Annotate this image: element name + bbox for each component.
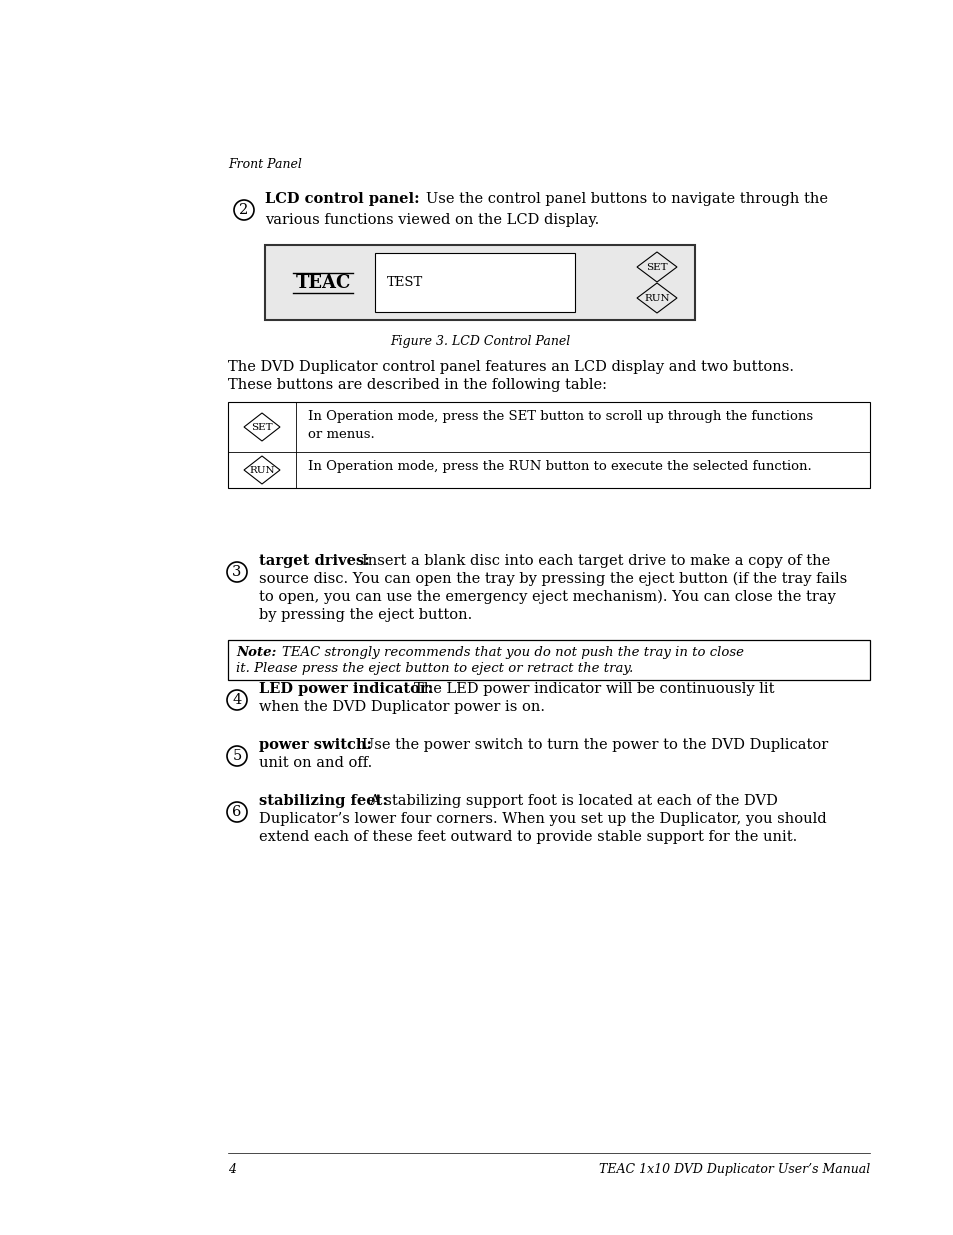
- Text: The LED power indicator will be continuously lit: The LED power indicator will be continuo…: [414, 682, 774, 697]
- Text: RUN: RUN: [643, 294, 669, 303]
- Text: LED power indicator:: LED power indicator:: [258, 682, 433, 697]
- Text: A stabilizing support foot is located at each of the DVD: A stabilizing support foot is located at…: [369, 794, 777, 808]
- Text: or menus.: or menus.: [308, 429, 375, 441]
- Text: target drives:: target drives:: [258, 555, 370, 568]
- FancyBboxPatch shape: [375, 253, 575, 312]
- FancyBboxPatch shape: [265, 245, 695, 320]
- Text: by pressing the eject button.: by pressing the eject button.: [258, 608, 472, 622]
- Text: SET: SET: [645, 263, 667, 272]
- Text: various functions viewed on the LCD display.: various functions viewed on the LCD disp…: [265, 212, 598, 227]
- Text: RUN: RUN: [249, 466, 274, 474]
- Text: TEAC: TEAC: [295, 273, 351, 291]
- Text: Use the control panel buttons to navigate through the: Use the control panel buttons to navigat…: [426, 191, 827, 206]
- Text: 5: 5: [233, 748, 241, 763]
- Text: extend each of these feet outward to provide stable support for the unit.: extend each of these feet outward to pro…: [258, 830, 797, 844]
- Text: Figure 3. LCD Control Panel: Figure 3. LCD Control Panel: [390, 335, 570, 348]
- Text: Note:: Note:: [235, 646, 276, 659]
- Text: 4: 4: [228, 1163, 235, 1176]
- Text: unit on and off.: unit on and off.: [258, 756, 372, 769]
- Text: TEST: TEST: [387, 275, 423, 289]
- Text: source disc. You can open the tray by pressing the eject button (if the tray fai: source disc. You can open the tray by pr…: [258, 572, 846, 585]
- Text: 6: 6: [233, 805, 241, 819]
- Text: In Operation mode, press the RUN button to execute the selected function.: In Operation mode, press the RUN button …: [308, 459, 811, 473]
- Text: power switch:: power switch:: [258, 739, 372, 752]
- Text: 2: 2: [239, 203, 249, 217]
- Text: when the DVD Duplicator power is on.: when the DVD Duplicator power is on.: [258, 700, 544, 714]
- Text: TEAC strongly recommends that you do not push the tray in to close: TEAC strongly recommends that you do not…: [282, 646, 743, 659]
- Text: These buttons are described in the following table:: These buttons are described in the follo…: [228, 378, 606, 391]
- Text: it. Please press the eject button to eject or retract the tray.: it. Please press the eject button to eje…: [235, 662, 633, 676]
- FancyBboxPatch shape: [228, 403, 869, 488]
- Text: to open, you can use the emergency eject mechanism). You can close the tray: to open, you can use the emergency eject…: [258, 589, 835, 604]
- Text: Use the power switch to turn the power to the DVD Duplicator: Use the power switch to turn the power t…: [361, 739, 827, 752]
- Text: The DVD Duplicator control panel features an LCD display and two buttons.: The DVD Duplicator control panel feature…: [228, 359, 793, 374]
- Text: SET: SET: [251, 422, 273, 431]
- Text: Duplicator’s lower four corners. When you set up the Duplicator, you should: Duplicator’s lower four corners. When yo…: [258, 811, 825, 826]
- Text: Insert a blank disc into each target drive to make a copy of the: Insert a blank disc into each target dri…: [361, 555, 829, 568]
- Text: Front Panel: Front Panel: [228, 158, 301, 170]
- Text: stabilizing feet:: stabilizing feet:: [258, 794, 388, 808]
- Text: TEAC 1x10 DVD Duplicator User’s Manual: TEAC 1x10 DVD Duplicator User’s Manual: [598, 1163, 869, 1176]
- Text: LCD control panel:: LCD control panel:: [265, 191, 419, 206]
- Text: In Operation mode, press the SET button to scroll up through the functions: In Operation mode, press the SET button …: [308, 410, 812, 424]
- Text: 4: 4: [233, 693, 241, 706]
- Text: 3: 3: [233, 564, 241, 579]
- FancyBboxPatch shape: [228, 640, 869, 680]
